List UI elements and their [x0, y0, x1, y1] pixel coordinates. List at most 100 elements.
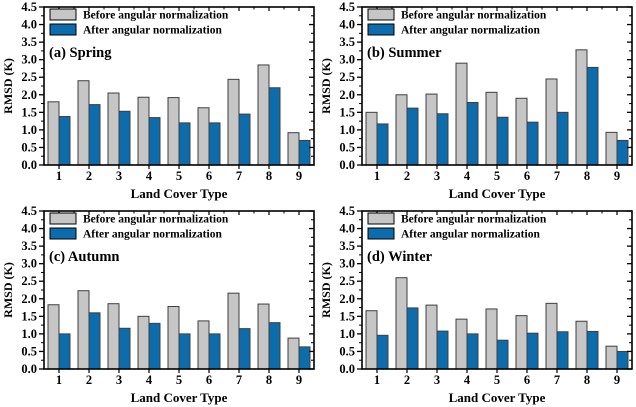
y-tick-label: 3.5: [21, 239, 37, 253]
y-tick-label: 2.5: [21, 70, 37, 84]
bar-before-type-1: [47, 304, 60, 370]
bar-before-type-2: [395, 94, 408, 166]
panel-c-autumn: 1 2 3 4 5 6 7 8 9 0.0 0.5 1.0 1.5 2.0 2.5 3.0 3.5 4.0 4.5 R…: [0, 204, 318, 407]
y-tick-label: 0.0: [21, 362, 37, 376]
bar-after-type-5: [178, 122, 191, 166]
x-tick-label: 3: [434, 169, 440, 183]
bar-before-type-8: [575, 49, 588, 166]
bar-after-type-6: [526, 121, 539, 166]
bar-after-type-9: [616, 350, 629, 370]
y-tick-label: 1.5: [21, 105, 37, 119]
bar-after-type-9: [298, 139, 311, 166]
y-axis-title: RMSD (K): [1, 262, 15, 318]
bar-before-type-3: [425, 304, 438, 370]
y-tick-label: 4.5: [21, 0, 37, 14]
legend-swatch-after: [367, 227, 395, 240]
bar-before-type-3: [425, 93, 438, 166]
bar-before-type-3: [107, 92, 120, 166]
x-tick-label: 2: [404, 373, 410, 387]
x-axis-title: Land Cover Type: [131, 390, 228, 405]
bar-after-type-6: [526, 332, 539, 370]
x-tick-label: 2: [404, 169, 410, 183]
x-tick-label: 8: [266, 169, 272, 183]
bar-before-type-2: [77, 290, 90, 370]
y-tick-label: 1.0: [21, 123, 37, 137]
bar-before-type-6: [197, 320, 210, 370]
y-tick-label: 0.0: [339, 158, 355, 172]
x-tick-label: 9: [296, 169, 302, 183]
y-tick-label: 4.5: [339, 204, 355, 218]
x-tick-label: 4: [464, 169, 471, 183]
legend-swatch-after: [367, 23, 395, 36]
x-axis-title: Land Cover Type: [131, 186, 228, 201]
y-tick-label: 0.5: [339, 344, 355, 358]
y-tick-label: 2.0: [21, 292, 37, 306]
bar-after-type-5: [496, 339, 509, 370]
x-tick-label: 6: [206, 169, 212, 183]
x-tick-label: 1: [56, 373, 62, 387]
x-tick-label: 8: [584, 373, 590, 387]
chart-c: 1 2 3 4 5 6 7 8 9 0.0 0.5 1.0 1.5 2.0 2.5 3.0 3.5 4.0 4.5 R…: [1, 204, 315, 405]
y-tick-label: 0.5: [21, 344, 37, 358]
bar-before-type-4: [137, 96, 150, 166]
bar-before-type-7: [227, 292, 240, 370]
legend-swatch-before: [49, 212, 77, 225]
panel-title-d: (d) Winter: [367, 249, 433, 265]
bar-after-type-1: [376, 334, 389, 370]
x-tick-label: 9: [296, 373, 302, 387]
bar-after-type-8: [268, 322, 281, 370]
bar-before-type-4: [455, 318, 468, 370]
bar-before-type-5: [167, 97, 180, 166]
bar-after-type-8: [268, 87, 281, 166]
y-tick-label: 0.0: [339, 362, 355, 376]
panel-title-c: (c) Autumn: [49, 249, 120, 265]
y-tick-label: 2.5: [21, 274, 37, 288]
chart-d: 1 2 3 4 5 6 7 8 9 0.0 0.5 1.0 1.5 2.0 2.5 3.0 3.5 4.0 4.5 R…: [319, 204, 633, 405]
y-tick-label: 4.0: [339, 18, 355, 32]
y-tick-label: 4.0: [339, 222, 355, 236]
y-tick-label: 1.5: [339, 105, 355, 119]
x-tick-label: 2: [86, 373, 92, 387]
x-tick-label: 1: [374, 169, 380, 183]
bar-before-type-6: [515, 97, 528, 166]
panel-d-winter: 1 2 3 4 5 6 7 8 9 0.0 0.5 1.0 1.5 2.0 2.5 3.0 3.5 4.0 4.5 R…: [318, 204, 636, 407]
x-tick-label: 2: [86, 169, 92, 183]
bar-before-type-7: [545, 302, 558, 370]
x-tick-label: 9: [614, 373, 620, 387]
bar-before-type-5: [167, 306, 180, 370]
y-tick-label: 1.5: [339, 309, 355, 323]
bar-after-type-4: [148, 322, 161, 370]
x-tick-label: 6: [206, 373, 212, 387]
x-tick-label: 6: [524, 373, 530, 387]
legend-swatch-before: [367, 212, 395, 225]
bar-after-type-7: [556, 331, 569, 370]
y-tick-label: 1.5: [21, 309, 37, 323]
bar-before-type-9: [605, 131, 618, 166]
y-tick-label: 3.5: [339, 239, 355, 253]
x-tick-label: 4: [146, 169, 153, 183]
legend-label-after: After angular normalization: [401, 25, 540, 37]
panel-b-summer: 1 2 3 4 5 6 7 8 9 0.0 0.5 1.0 1.5 2.0 2.5 3.0 3.5 4.0 4.5 R…: [318, 0, 636, 203]
bar-after-type-3: [118, 327, 131, 370]
x-tick-label: 1: [374, 373, 380, 387]
y-tick-label: 1.0: [339, 327, 355, 341]
legend-label-after: After angular normalization: [83, 229, 222, 241]
bar-after-type-7: [238, 113, 251, 166]
chart-a: 1 2 3 4 5 6 7 8 9 0.0 0.5 1.0 1.5 2.0 2.5 3.0 3.5 4.0 4.5 R…: [1, 0, 315, 201]
y-axis-title: RMSD (K): [1, 58, 15, 114]
bar-after-type-4: [466, 333, 479, 370]
bar-before-type-1: [365, 310, 378, 370]
bar-before-type-4: [137, 315, 150, 370]
bar-before-type-7: [545, 78, 558, 166]
y-tick-label: 3.0: [339, 53, 355, 67]
x-tick-label: 8: [584, 169, 590, 183]
bar-before-type-8: [257, 64, 270, 166]
y-tick-label: 3.5: [339, 35, 355, 49]
x-tick-label: 7: [236, 169, 242, 183]
y-tick-label: 2.5: [339, 70, 355, 84]
bar-before-type-4: [455, 62, 468, 166]
bar-before-type-1: [47, 101, 60, 166]
y-tick-label: 3.0: [21, 53, 37, 67]
x-tick-label: 7: [554, 373, 560, 387]
